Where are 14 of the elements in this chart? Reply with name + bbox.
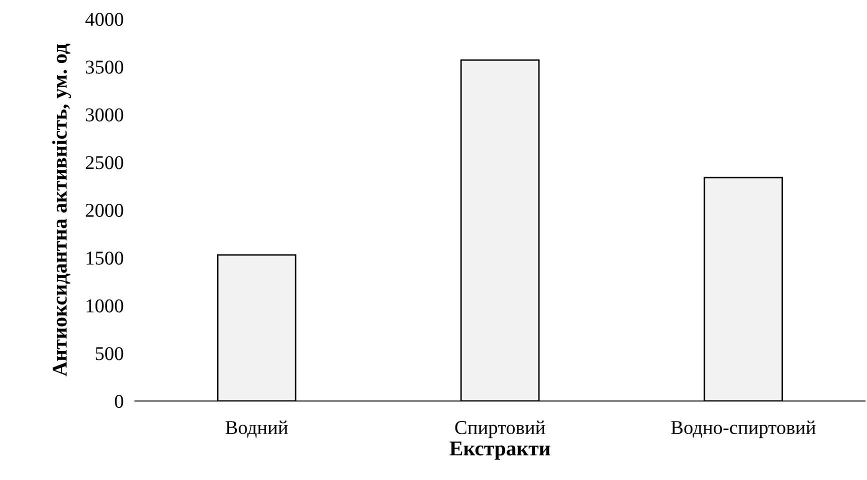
- y-tick-label: 2000: [86, 204, 124, 217]
- y-tick-label: 2500: [86, 156, 124, 170]
- y-axis-title: Антиоксидантна активність, ум. од: [52, 44, 72, 376]
- y-tick-label: 500: [96, 347, 124, 360]
- x-tick-label: Водний: [226, 420, 288, 438]
- y-tick-label: 0: [114, 394, 124, 408]
- y-tick-label: 3000: [86, 108, 124, 122]
- y-tick-label: 1500: [86, 252, 124, 265]
- x-axis-title: Екстракти: [450, 442, 550, 460]
- y-tick-label: 4000: [85, 12, 124, 26]
- y-tick-label: 3500: [86, 60, 124, 74]
- y-tick-label: 1000: [86, 299, 124, 312]
- x-tick-label: Водно-спиртовий: [671, 420, 816, 438]
- x-tick-label: Спиртовий: [455, 420, 546, 438]
